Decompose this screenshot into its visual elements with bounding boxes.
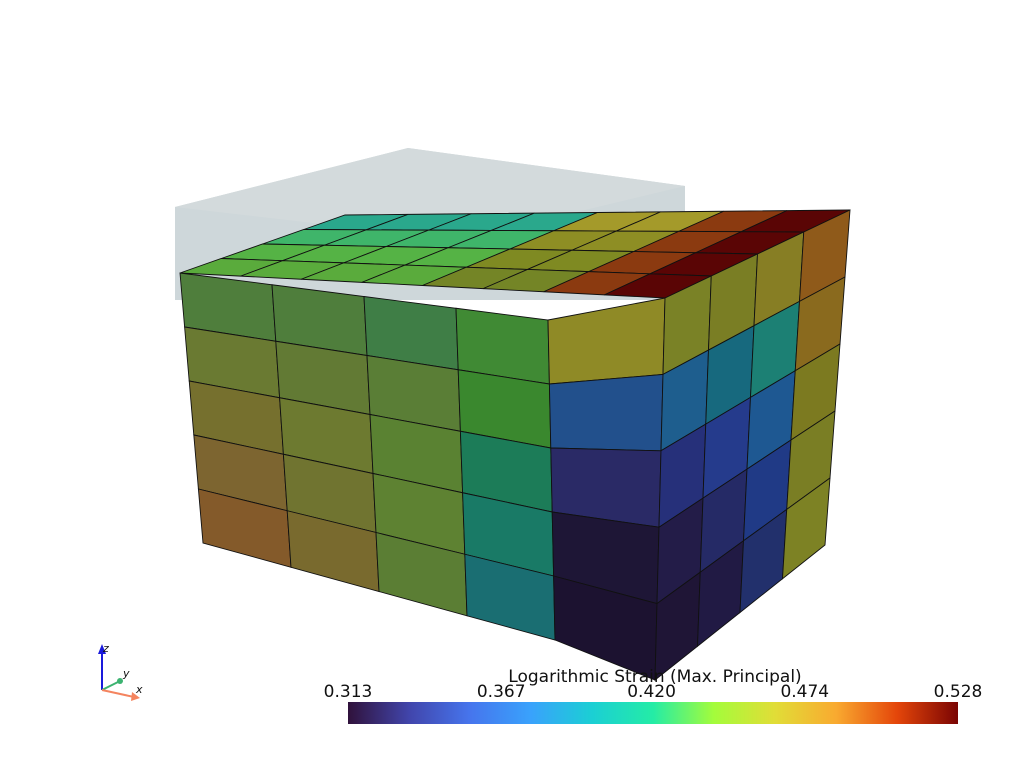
colorbar-tick-label: 0.474 xyxy=(780,682,829,702)
orientation-widget: z y x xyxy=(98,642,143,701)
mesh-cell xyxy=(781,477,831,580)
colorbar-tick-label: 0.313 xyxy=(324,682,373,702)
axis-label: y xyxy=(122,667,130,680)
colorbar-tick-label: 0.367 xyxy=(477,682,526,702)
colorbar-title: Logarithmic Strain (Max. Principal) xyxy=(508,667,801,687)
mesh-cell xyxy=(547,297,666,385)
mesh-cell xyxy=(548,373,664,452)
colorbar-tick-label: 0.528 xyxy=(934,682,983,702)
colorbar-tick-label: 0.420 xyxy=(627,682,676,702)
axis-label: z xyxy=(102,642,109,655)
mesh xyxy=(179,209,851,681)
colorbar xyxy=(348,702,958,724)
axis-label: x xyxy=(135,683,143,696)
